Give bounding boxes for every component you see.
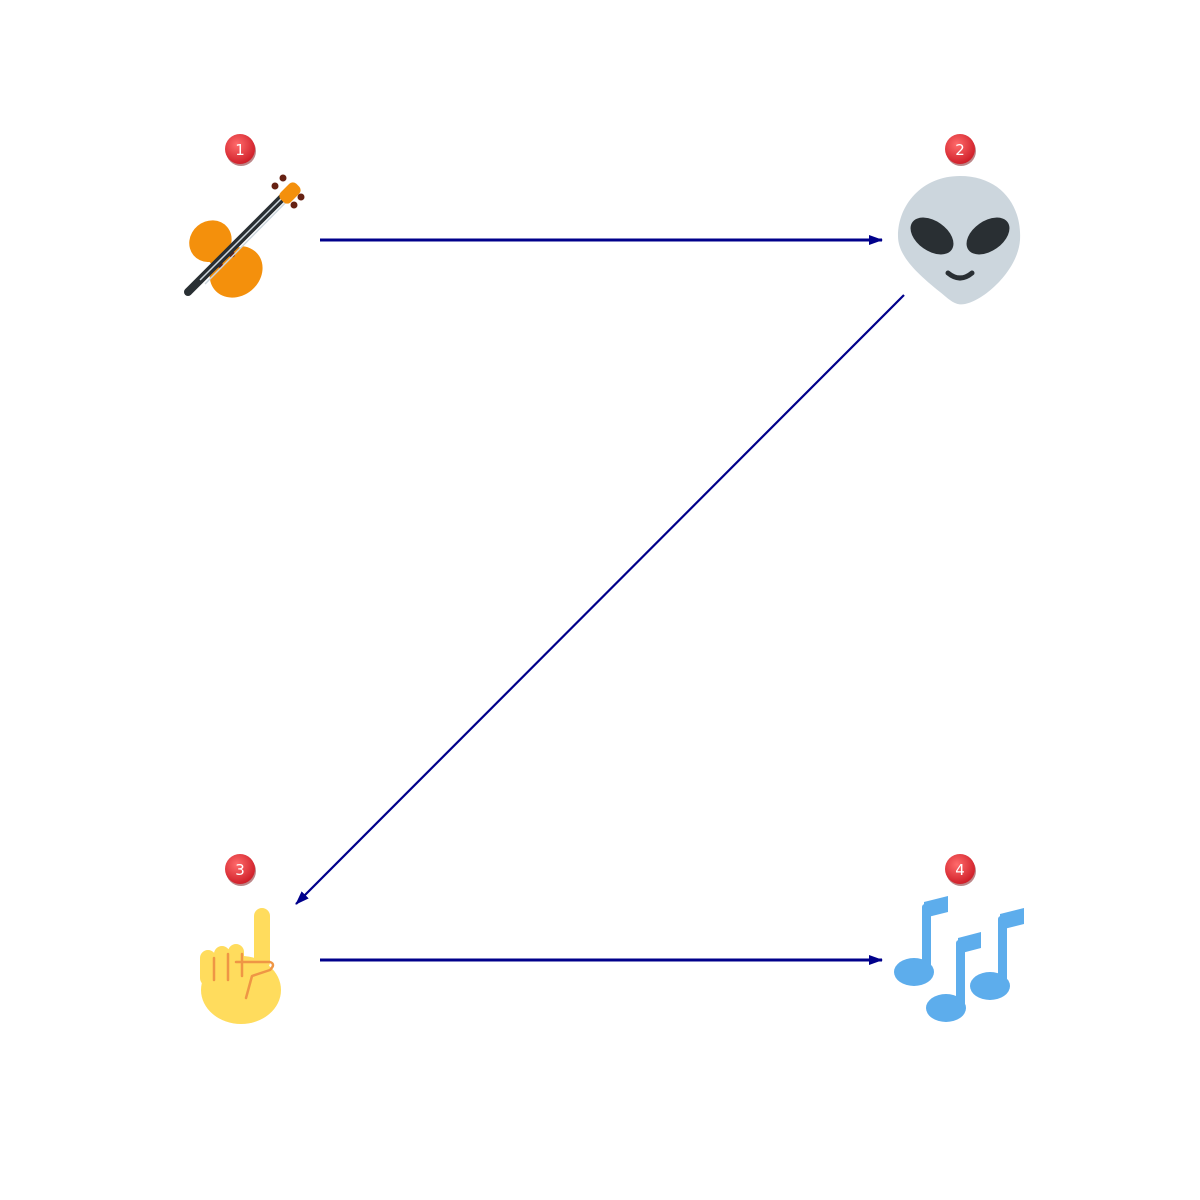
badge-label: 3 (235, 861, 245, 879)
node-1[interactable]: 1 (176, 134, 305, 308)
node-4[interactable]: 4 (894, 854, 1024, 1022)
edges (295, 235, 905, 965)
edge-2-to-3 (295, 294, 905, 905)
node-2[interactable]: 2 (898, 134, 1021, 305)
badge-label: 1 (235, 141, 245, 159)
musical-notes-icon (894, 896, 1024, 1022)
pointing-up-hand-icon (200, 908, 281, 1024)
node-badge: 2 (945, 134, 976, 166)
violin-icon (184, 174, 305, 298)
node-3[interactable]: 3 (200, 854, 281, 1024)
node-badge: 3 (225, 854, 256, 886)
node-badge: 1 (225, 134, 256, 166)
badge-label: 2 (955, 141, 965, 159)
badge-label: 4 (955, 861, 965, 879)
node-badge: 4 (945, 854, 976, 886)
alien-icon (898, 176, 1021, 305)
